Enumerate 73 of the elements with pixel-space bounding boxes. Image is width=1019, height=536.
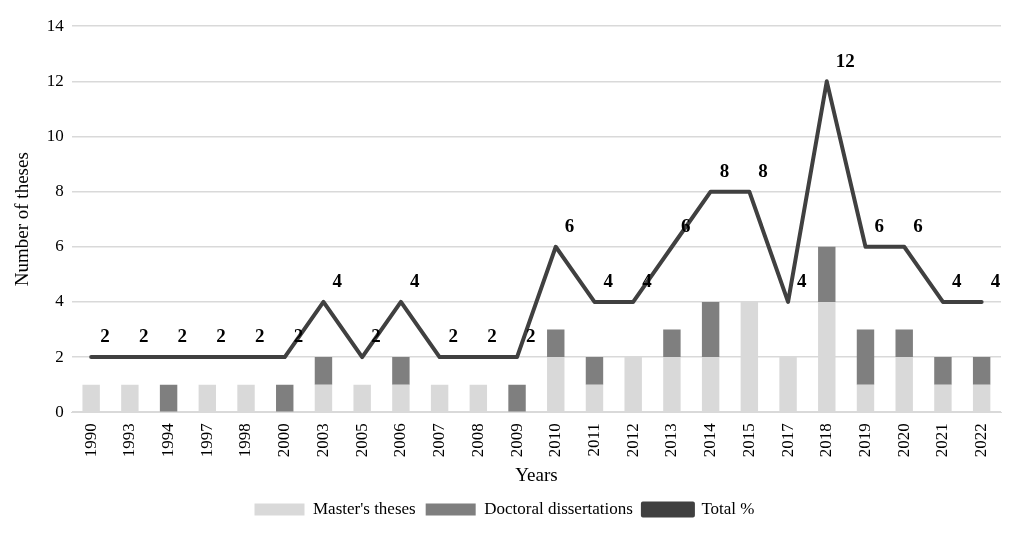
x-tick-label: 1994 — [158, 422, 178, 458]
bar — [159, 384, 178, 412]
bar — [547, 329, 565, 358]
data-label: 2 — [138, 325, 149, 347]
y-tick-label: 8 — [55, 181, 64, 201]
bar — [585, 357, 604, 385]
data-label: 12 — [835, 49, 855, 71]
x-tick-label: 2014 — [700, 422, 720, 458]
bar — [972, 357, 991, 385]
x-tick-label: 2021 — [932, 423, 952, 458]
bar — [856, 329, 875, 385]
data-label: 2 — [526, 325, 536, 347]
y-tick-label: 4 — [55, 291, 65, 311]
data-label: 2 — [100, 325, 110, 347]
data-label: 6 — [913, 215, 923, 237]
legend-label: Total % — [701, 498, 755, 518]
bar — [508, 384, 526, 412]
bar — [314, 357, 333, 385]
x-tick-label: 2011 — [583, 423, 603, 457]
x-tick-label: 2015 — [738, 423, 758, 458]
data-label: 4 — [990, 270, 1001, 292]
y-tick-label: 2 — [55, 346, 64, 366]
bar — [934, 357, 952, 385]
data-label: 6 — [680, 215, 691, 237]
legend-label: Master's theses — [313, 498, 416, 518]
x-tick-label: 1997 — [196, 422, 216, 458]
y-tick-label: 10 — [46, 125, 64, 145]
bar — [895, 329, 913, 358]
x-tick-label: 1998 — [235, 423, 255, 458]
data-label: 2 — [255, 325, 265, 347]
data-label: 6 — [874, 215, 884, 237]
data-label: 2 — [177, 325, 188, 347]
data-label: 2 — [487, 325, 497, 347]
x-tick-label: 2009 — [506, 423, 526, 458]
x-tick-label: 2017 — [777, 422, 797, 458]
bar — [276, 384, 294, 412]
data-label: 4 — [332, 270, 343, 292]
x-tick-label: 2003 — [312, 423, 332, 458]
data-label: 4 — [797, 270, 808, 292]
legend-label: Doctoral dissertations — [484, 498, 633, 518]
x-tick-label: 2022 — [971, 423, 991, 458]
data-label: 8 — [758, 160, 768, 182]
bar — [663, 329, 681, 358]
x-tick-label: 2000 — [274, 423, 294, 458]
x-tick-label: 2006 — [390, 423, 410, 458]
data-label: 4 — [951, 270, 962, 292]
x-tick-label: 2019 — [854, 423, 874, 458]
x-tick-label: 2020 — [893, 423, 913, 458]
y-tick-label: 0 — [55, 401, 64, 421]
data-label: 4 — [409, 270, 420, 292]
data-label: 2 — [216, 325, 226, 347]
x-tick-label: 2005 — [351, 423, 371, 458]
x-tick-label: 1990 — [80, 423, 100, 458]
x-tick-label: 2007 — [429, 422, 449, 458]
data-label: 6 — [564, 215, 575, 237]
data-label: 8 — [719, 160, 730, 182]
bar — [818, 246, 836, 302]
bar — [392, 357, 410, 385]
y-axis-title: Number of theses — [11, 152, 33, 287]
data-label: 4 — [603, 270, 614, 292]
x-tick-label: 1993 — [119, 423, 139, 458]
data-label: 2 — [293, 325, 304, 347]
x-tick-label: 2008 — [467, 423, 487, 458]
x-tick-label: 2010 — [545, 423, 565, 458]
x-axis-title: Years — [515, 463, 558, 485]
x-tick-label: 2013 — [661, 423, 681, 458]
y-tick-label: 12 — [46, 70, 64, 90]
y-tick-label: 14 — [46, 15, 65, 35]
data-label: 2 — [448, 325, 459, 347]
x-tick-label: 2012 — [622, 423, 642, 458]
y-tick-label: 6 — [55, 236, 64, 256]
bar — [701, 301, 720, 358]
x-tick-label: 2018 — [816, 423, 836, 458]
